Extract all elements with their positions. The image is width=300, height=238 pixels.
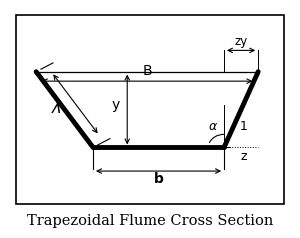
Text: $\lambda$: $\lambda$ (51, 99, 62, 117)
Text: z: z (241, 150, 247, 163)
Text: Trapezoidal Flume Cross Section: Trapezoidal Flume Cross Section (27, 214, 273, 228)
Text: 1: 1 (240, 120, 248, 133)
Text: zy: zy (235, 35, 248, 49)
Text: y: y (112, 98, 120, 112)
Bar (16, 15, 284, 204)
Text: b: b (154, 172, 164, 186)
Text: B: B (142, 64, 152, 78)
Text: $\alpha$: $\alpha$ (208, 120, 218, 133)
